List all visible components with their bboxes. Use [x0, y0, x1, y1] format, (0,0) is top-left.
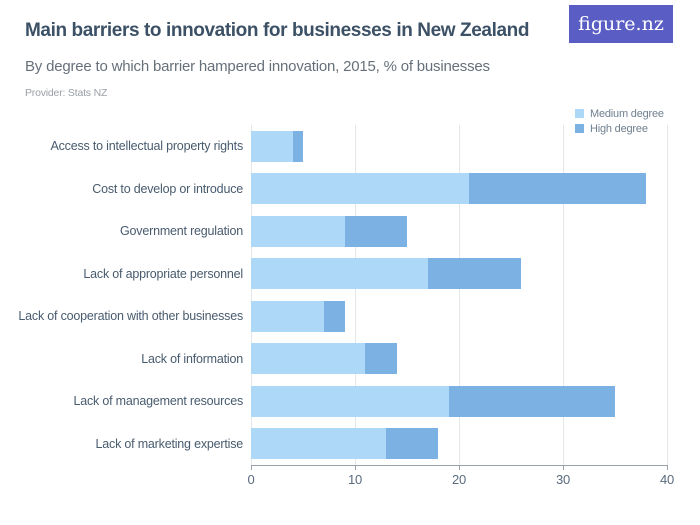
x-axis-tick — [251, 465, 252, 470]
legend-swatch-high-icon — [575, 124, 584, 133]
x-axis-tick-label: 40 — [659, 472, 675, 487]
x-axis-tick-label: 20 — [451, 472, 467, 487]
bar-segment-high-degree — [386, 428, 439, 460]
bar-segment-medium-degree — [251, 385, 449, 417]
legend-item-medium-degree: Medium degree — [575, 106, 664, 121]
legend-swatch-medium-icon — [575, 109, 584, 118]
bar-segment-high-degree — [292, 130, 303, 162]
category-label: Lack of appropriate personnel — [83, 266, 243, 281]
bar-segment-high-degree — [323, 300, 345, 332]
legend: Medium degree High degree — [575, 106, 664, 136]
figurenz-logo-text: figure.nz — [578, 13, 664, 35]
x-axis-tick — [563, 465, 564, 470]
bar-segment-medium-degree — [251, 258, 428, 290]
x-axis-tick-label: 10 — [347, 472, 363, 487]
category-label: Government regulation — [120, 224, 243, 239]
gridline — [251, 125, 252, 465]
bar-segment-high-degree — [469, 173, 647, 205]
x-axis-tick — [459, 465, 460, 470]
bar-segment-high-degree — [365, 343, 397, 375]
category-label: Lack of marketing expertise — [95, 436, 244, 451]
provider-label: Provider: Stats NZ — [25, 87, 108, 99]
bar-segment-medium-degree — [251, 343, 366, 375]
category-label: Lack of information — [141, 351, 243, 366]
category-label: Cost to develop or introduce — [92, 181, 243, 196]
gridline — [459, 125, 460, 465]
bar-segment-medium-degree — [251, 300, 324, 332]
x-axis-tick-label: 30 — [555, 472, 571, 487]
gridline — [563, 125, 564, 465]
bar-segment-medium-degree — [251, 130, 293, 162]
legend-item-high-degree: High degree — [575, 121, 664, 136]
bar-segment-high-degree — [448, 385, 615, 417]
bar-segment-medium-degree — [251, 428, 387, 460]
gridline — [355, 125, 356, 465]
bar-segment-high-degree — [427, 258, 522, 290]
category-label: Lack of management resources — [73, 394, 244, 409]
chart-subtitle: By degree to which barrier hampered inno… — [25, 58, 490, 75]
x-axis-tick — [667, 465, 668, 470]
legend-label-high: High degree — [590, 122, 648, 135]
category-label: Lack of cooperation with other businesse… — [18, 309, 243, 324]
x-axis-tick — [355, 465, 356, 470]
legend-label-medium: Medium degree — [590, 107, 664, 120]
bar-segment-medium-degree — [251, 215, 345, 247]
x-axis-tick-label: 0 — [247, 472, 255, 487]
gridline — [667, 125, 668, 465]
bar-segment-medium-degree — [251, 173, 470, 205]
figurenz-logo[interactable]: figure.nz — [569, 5, 673, 43]
bar-segment-high-degree — [344, 215, 407, 247]
chart-title: Main barriers to innovation for business… — [25, 20, 530, 41]
category-label: Access to intellectual property rights — [50, 139, 244, 154]
